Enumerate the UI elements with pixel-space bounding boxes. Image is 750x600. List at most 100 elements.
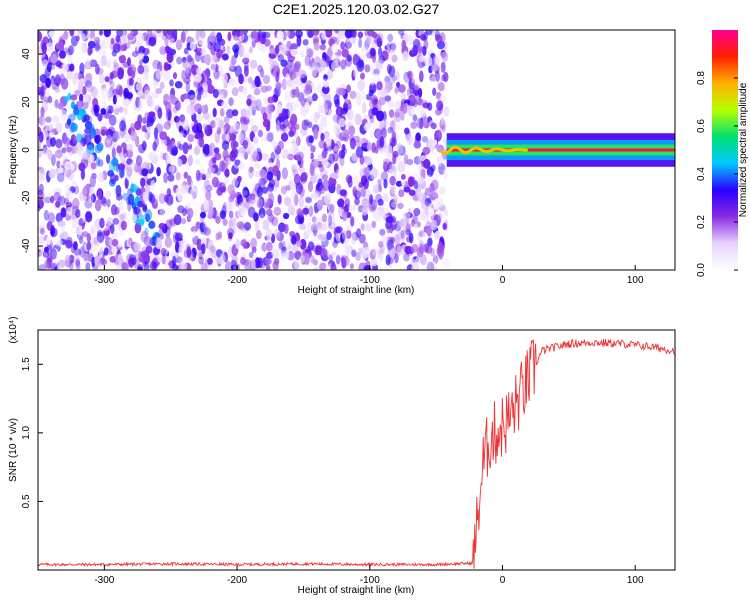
noise-blob [242,190,248,197]
noise-blob [238,73,244,85]
noise-blob [265,264,271,270]
noise-blob [231,164,239,175]
noise-blob [294,261,299,270]
carrier-onset-wave [439,145,528,155]
noise-blob [241,149,249,158]
noise-blob [356,228,362,238]
noise-blob [290,124,297,136]
noise-blob [320,132,325,142]
noise-blob [38,131,44,143]
noise-blob [129,161,137,171]
noise-blob [197,82,203,93]
noise-blob [328,215,333,226]
noise-blob [224,168,230,178]
noise-blob [439,32,446,43]
noise-blob [313,220,318,232]
noise-blob [210,250,215,258]
noise-blob [360,223,365,231]
noise-blob [144,227,149,236]
noise-blob [198,152,206,161]
noise-blob [70,94,78,101]
noise-blob [293,144,299,156]
noise-blob [166,203,174,216]
y-tick-label: 20 [21,96,32,108]
noise-blob [162,255,170,265]
colorbar-bar [712,30,738,270]
noise-blob [401,39,407,50]
noise-blob [387,100,395,108]
noise-blob [322,78,328,87]
noise-blob [103,139,112,149]
noise-blob [420,109,427,118]
noise-blob [359,41,367,49]
noise-blob [219,160,226,172]
snr-plot: -300 -200 -100 0 100 0.5 1.0 1.5 Height of str… [8,316,676,596]
noise-blob [365,223,372,232]
noise-blob [418,55,426,63]
noise-blob [370,67,376,76]
snr-y-ticks: 0.5 1.0 1.5 [21,357,43,508]
noise-blob [159,208,165,217]
noise-blob [299,238,307,250]
noise-blob [397,161,406,173]
noise-blob [61,147,67,154]
noise-blob [94,199,102,212]
noise-blob [422,146,431,155]
noise-blob [214,147,220,154]
noise-blob [64,191,70,199]
noise-blob [125,143,134,152]
noise-blob [349,263,354,270]
noise-blob [80,168,86,180]
noise-blob [203,172,212,179]
noise-blob [402,103,408,114]
noise-blob [320,60,328,68]
noise-blob [263,198,270,210]
noise-blob [38,235,46,245]
noise-blob [386,42,391,54]
noise-blob [412,45,419,57]
noise-blob [362,246,371,258]
noise-blob [232,44,240,53]
noise-blob [225,156,232,166]
noise-blob [418,176,425,184]
noise-blob [211,156,217,164]
noise-blob [44,259,50,268]
noise-blob [193,201,200,208]
noise-blob [247,76,253,83]
noise-blob [149,261,157,270]
noise-blob [57,239,63,248]
noise-blob [377,248,384,255]
noise-blob [266,171,274,181]
noise-blob [207,199,214,209]
noise-blob [225,133,230,143]
noise-blob [265,241,273,252]
noise-blob [434,230,441,240]
noise-blob [259,213,265,224]
noise-blob [164,194,169,203]
noise-blob [284,90,292,102]
noise-blob [358,233,366,244]
noise-blob [397,202,404,210]
noise-blob [43,196,52,204]
noise-blob [356,187,362,200]
noise-blob [54,74,61,87]
spectrogram-y-ticks: -40 -20 0 20 40 [21,48,43,253]
noise-blob [372,248,377,256]
x-tick-label: 0 [500,275,506,286]
noise-blob [75,260,81,270]
noise-blob [403,154,409,165]
noise-blob [97,159,104,167]
noise-blob [144,89,151,101]
noise-blob [189,94,197,105]
noise-blob [120,44,128,52]
noise-blob [127,33,135,41]
noise-blob [338,149,346,159]
noise-blob [265,208,273,216]
noise-blob [309,164,315,176]
noise-blob [103,30,111,38]
noise-blob [272,260,279,270]
noise-blob [38,225,45,234]
noise-blob [66,137,71,147]
noise-blob [243,108,252,120]
noise-blob [57,40,64,51]
